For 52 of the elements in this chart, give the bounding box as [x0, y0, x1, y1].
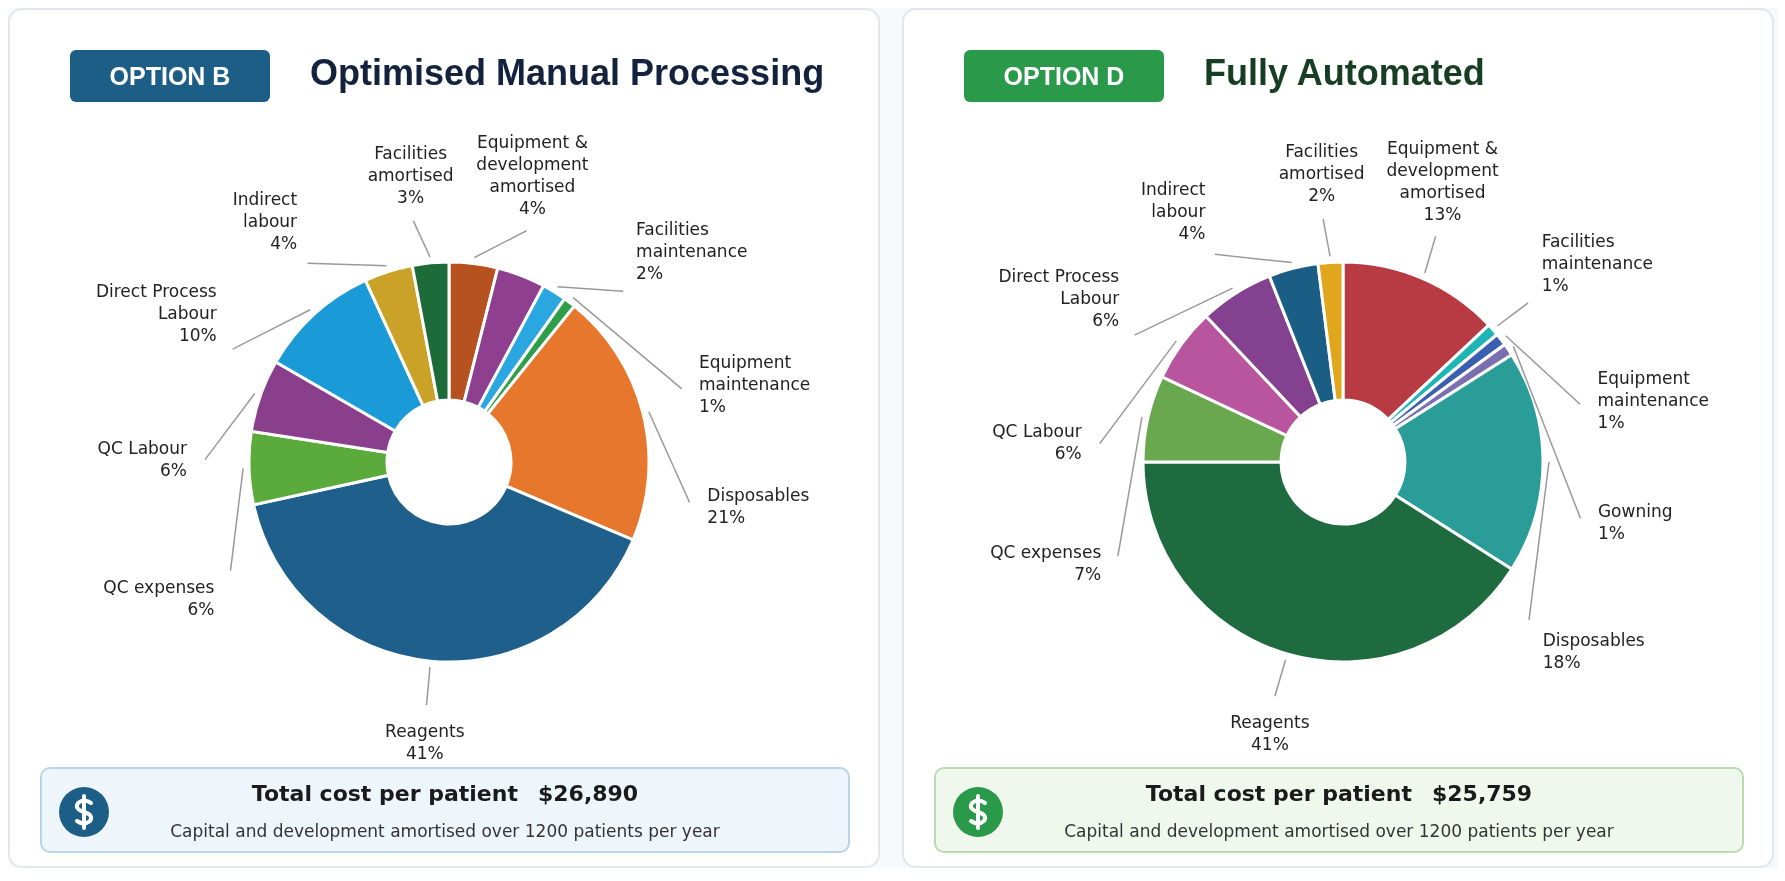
data-label: 41% — [1251, 733, 1289, 754]
slice-label: Direct Process Labour — [95, 280, 217, 323]
data-label: 18% — [1542, 651, 1581, 672]
slice-label: Equipment maintenance — [1597, 368, 1709, 411]
slice-label: Equipment maintenance — [698, 351, 811, 394]
slice-label: Facilities amortised — [367, 142, 454, 185]
slice-label: Disposables — [1542, 629, 1645, 650]
slice-label: Reagents — [1230, 711, 1310, 732]
text: Capital and development amortised over 1200 patients per year — [169, 821, 721, 841]
text: Total cost per patient — [251, 781, 518, 806]
data-label: 10% — [178, 324, 217, 345]
data-label: 7% — [1074, 564, 1102, 585]
slice-label: Disposables — [707, 484, 810, 505]
data-label: 2% — [636, 262, 664, 283]
data-label: 1% — [1597, 412, 1625, 433]
data-label: 6% — [187, 598, 215, 619]
chart-title: Optimised Manual Processing — [310, 52, 825, 94]
slice-label: Reagents — [385, 720, 465, 741]
slice-label: QC expenses — [990, 542, 1102, 563]
text: $26,890 — [537, 781, 639, 806]
chart-subtitle: OPTION B — [70, 50, 270, 102]
data-label: 1% — [1597, 523, 1625, 544]
data-label: 41% — [405, 742, 444, 763]
slice-label: Direct Process Labour — [998, 265, 1120, 308]
data-label: 6% — [160, 460, 188, 481]
data-label: 13% — [1423, 203, 1462, 224]
slice-label: QC Labour — [992, 421, 1082, 442]
slice-label: Facilities maintenance — [636, 218, 748, 261]
slice-label: QC Labour — [97, 438, 188, 459]
data-label: 3% — [397, 186, 425, 207]
data-label: 21% — [707, 506, 746, 527]
slice-label: QC expenses — [103, 576, 215, 597]
data-label: 4% — [270, 232, 298, 253]
slice-label: Gowning — [1597, 501, 1673, 522]
data-label: 1% — [698, 395, 726, 416]
slice-label: Facilities amortised — [1278, 140, 1365, 183]
slice-label: Facilities maintenance — [1541, 231, 1654, 274]
text: $25,759 — [1431, 781, 1533, 806]
text: Total cost per patient — [1145, 781, 1412, 806]
text: Capital and development amortised over 1200 patients per year — [1063, 821, 1615, 841]
chart-title: Fully Automated — [1204, 52, 1485, 94]
data-label: 6% — [1092, 309, 1120, 330]
data-label: 6% — [1054, 443, 1082, 464]
slice-label: Equipment & development amortised — [1386, 137, 1499, 202]
slice-label: Indirect labour — [1141, 179, 1206, 222]
data-label: 2% — [1308, 184, 1336, 205]
data-label: 4% — [518, 197, 546, 218]
data-label: 1% — [1541, 275, 1569, 296]
data-label: 4% — [1178, 223, 1206, 244]
chart-subtitle: OPTION D — [964, 50, 1164, 102]
slice-label: Indirect labour — [232, 188, 298, 231]
slice-label: Equipment & development amortised — [476, 131, 589, 196]
